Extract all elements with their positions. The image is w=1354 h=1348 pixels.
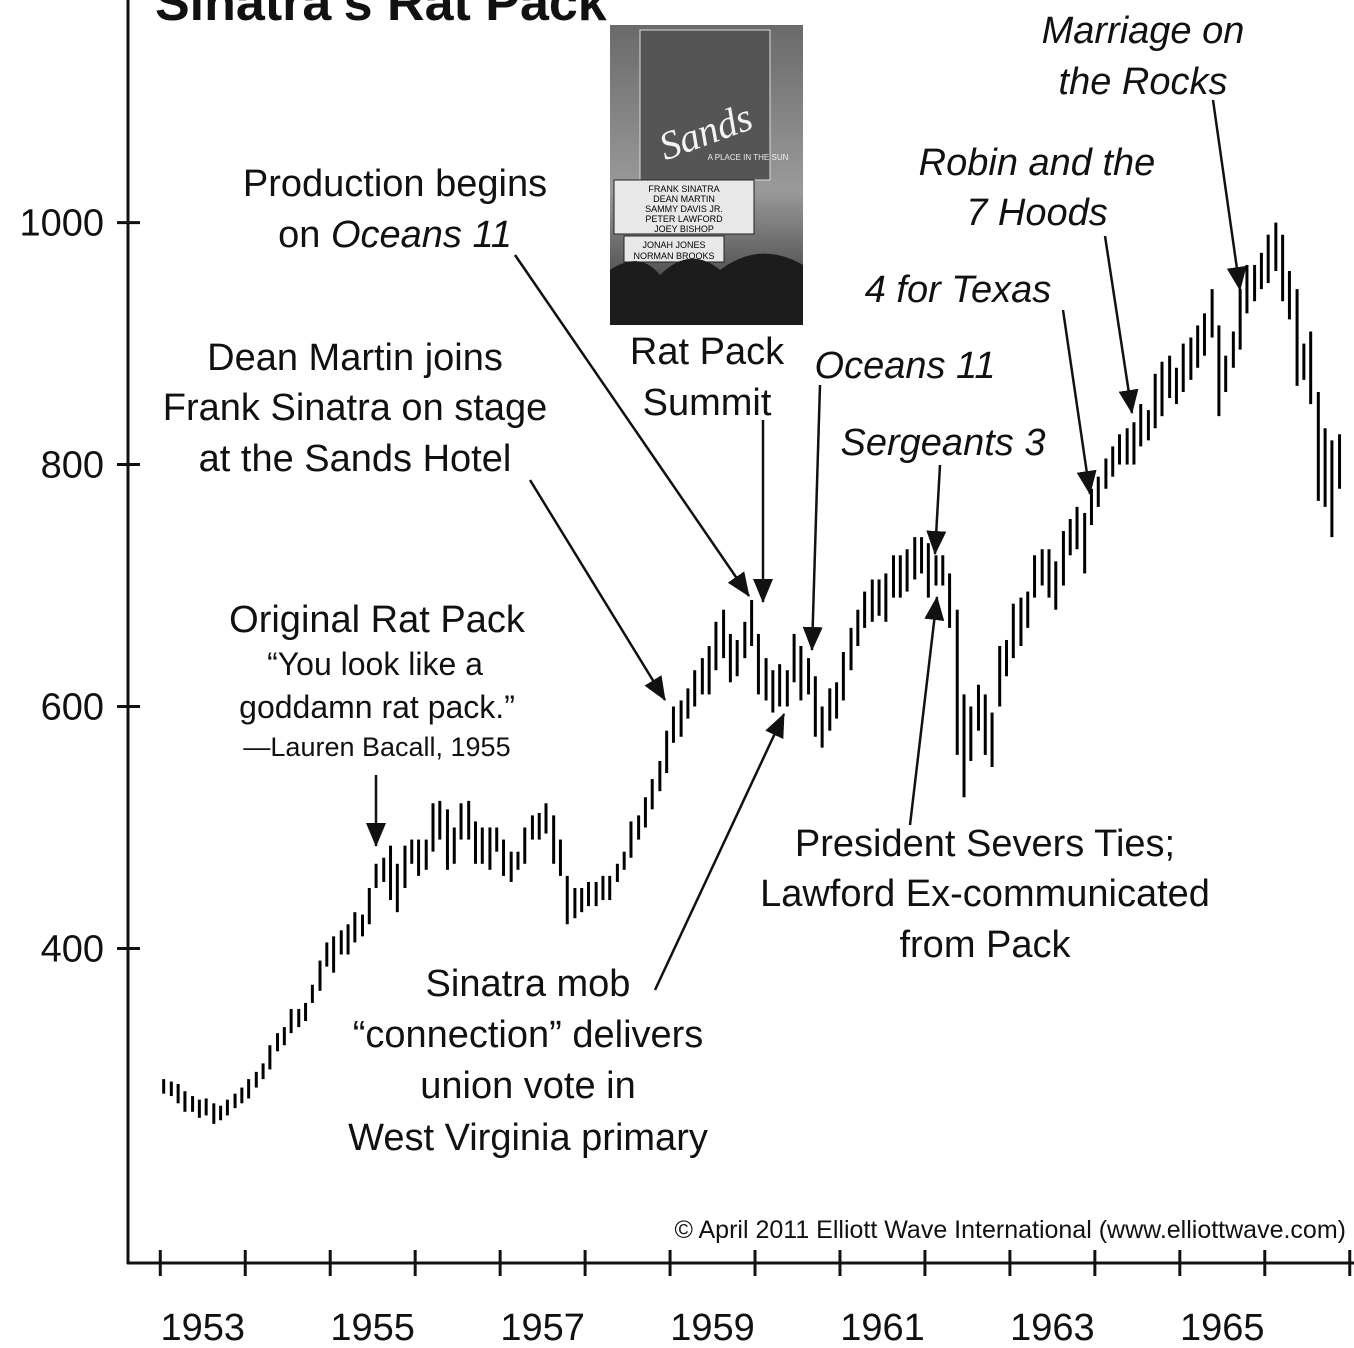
x-tick-label: 1953 xyxy=(160,1307,245,1348)
y-tick-label: 1000 xyxy=(19,203,104,245)
annotation: Production begins xyxy=(243,163,547,205)
annotation: goddamn rat pack.” xyxy=(239,689,515,725)
arrow xyxy=(926,464,947,555)
annotation: at the Sands Hotel xyxy=(199,438,512,480)
arrow xyxy=(653,713,786,991)
photo-tower xyxy=(639,29,771,181)
annotation: Original Rat Pack xyxy=(229,599,526,641)
photo-trees xyxy=(610,253,803,325)
photo-text: NORMAN BROOKS xyxy=(633,251,714,261)
y-tick-label: 400 xyxy=(41,928,104,970)
arrow xyxy=(528,479,667,701)
photo-marquee xyxy=(623,235,725,263)
annotations: Original Rat Pack “You look like a godda… xyxy=(163,10,1346,1244)
x-tick-label: 1955 xyxy=(330,1307,415,1348)
x-tick-label: 1959 xyxy=(670,1307,755,1348)
photo-text: DEAN MARTIN xyxy=(653,194,715,204)
photo-marquee xyxy=(613,179,755,235)
annotation: West Virginia primary xyxy=(348,1117,708,1159)
annotation-part: Oceans 11 xyxy=(331,214,512,256)
annotation: 7 Hoods xyxy=(966,192,1108,234)
arrow xyxy=(908,596,945,826)
credit: © April 2011 Elliott Wave International … xyxy=(675,1216,1346,1244)
annotation: Robin and the xyxy=(919,142,1156,184)
annotation: on Oceans 11 xyxy=(278,214,512,256)
annotation: 4 for Texas xyxy=(865,269,1052,311)
annotation-part: on xyxy=(278,214,320,256)
annotation: Oceans 11 xyxy=(815,345,996,387)
annotation: “connection” delivers xyxy=(353,1014,704,1056)
annotation: Sergeants 3 xyxy=(841,422,1046,464)
annotation: the Rocks xyxy=(1059,61,1228,103)
arrow xyxy=(1061,309,1097,495)
annotation: President Severs Ties; xyxy=(795,823,1175,865)
photo-tagline: A PLACE IN THE SUN xyxy=(708,153,789,162)
annotation: from Pack xyxy=(899,924,1071,966)
chart-title: Sinatra's Rat Pack xyxy=(155,0,607,32)
photo-text: PETER LAWFORD xyxy=(645,214,723,224)
photo-text: SAMMY DAVIS JR. xyxy=(645,204,723,214)
arrow xyxy=(1103,235,1139,414)
annotation: —Lauren Bacall, 1955 xyxy=(243,732,510,762)
annotation: Dean Martin joins xyxy=(207,337,503,379)
x-tick-label: 1963 xyxy=(1010,1307,1095,1348)
annotation: Lawford Ex-communicated xyxy=(760,873,1210,915)
photo-text: JOEY BISHOP xyxy=(654,224,714,234)
y-tick-label: 600 xyxy=(41,687,104,729)
annotation: Marriage on xyxy=(1042,10,1245,52)
x-tick-label: 1965 xyxy=(1180,1307,1265,1348)
y-tick-label: 800 xyxy=(41,445,104,487)
annotation: Frank Sinatra on stage xyxy=(163,387,547,429)
annotation: Sinatra mob xyxy=(426,963,631,1005)
x-tick-label: 1957 xyxy=(500,1307,585,1348)
photo-text: FRANK SINATRA xyxy=(648,184,719,194)
annotation: Summit xyxy=(643,382,772,424)
photo-text: JONAH JONES xyxy=(642,240,705,250)
arrow xyxy=(1211,99,1247,291)
arrow xyxy=(802,384,823,651)
arrows xyxy=(366,99,1247,991)
photo: Sands A PLACE IN THE SUN FRANK SINATRA D… xyxy=(610,25,803,325)
annotation: “You look like a xyxy=(267,646,483,682)
annotation: Rat Pack xyxy=(630,331,785,373)
annotation: union vote in xyxy=(420,1065,636,1107)
arrow xyxy=(513,254,751,597)
x-tick-label: 1961 xyxy=(840,1307,925,1348)
